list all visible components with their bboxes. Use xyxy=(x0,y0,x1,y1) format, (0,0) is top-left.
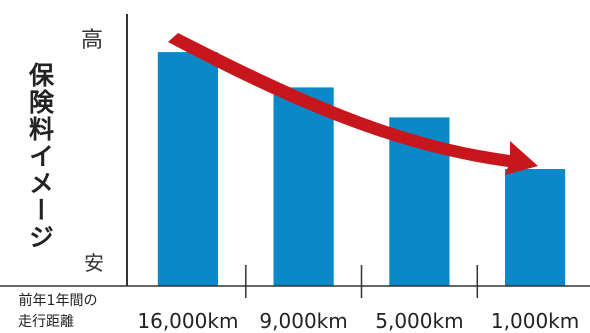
y-axis-high-label: 高 xyxy=(81,28,103,53)
category-header-line-2: 走行距離 xyxy=(18,313,74,330)
bar-3 xyxy=(505,169,566,286)
bars-layer xyxy=(157,52,566,287)
x-tick-label-3: 1,000km xyxy=(491,309,579,333)
x-tick-label-2: 5,000km xyxy=(375,309,463,333)
category-separators xyxy=(245,265,479,298)
category-header-line-1: 前年1年間の xyxy=(19,292,98,309)
x-tick-label-0: 16,000km xyxy=(137,309,238,333)
y-axis-title: 保険料イメージ xyxy=(26,62,56,251)
bar-0 xyxy=(157,52,218,286)
trend-arrow-icon xyxy=(168,33,538,175)
x-tick-label-1: 9,000km xyxy=(259,309,347,333)
bar-1 xyxy=(273,87,334,287)
x-tick-labels: 16,000km 9,000km 5,000km 1,000km xyxy=(137,309,579,333)
y-axis-low-label: 安 xyxy=(84,251,104,275)
